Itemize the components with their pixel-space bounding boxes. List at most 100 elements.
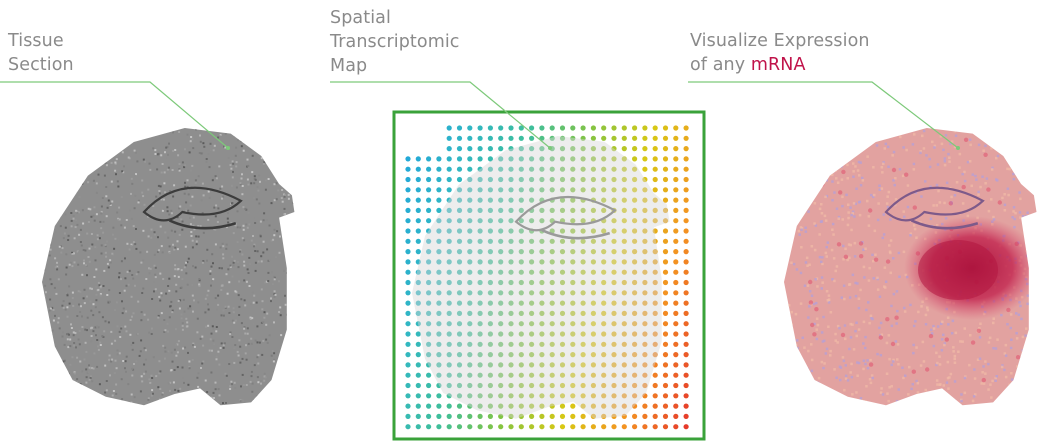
spot: [467, 424, 473, 430]
spot: [498, 197, 504, 203]
spot: [518, 382, 524, 389]
spot: [446, 403, 452, 409]
spot: [673, 424, 679, 430]
tissue-section-image: [42, 128, 295, 406]
spot: [632, 279, 638, 286]
spot: [415, 279, 421, 286]
spot: [477, 393, 483, 399]
spot: [539, 166, 545, 172]
spot: [652, 218, 658, 224]
spot: [467, 166, 473, 172]
spot: [683, 228, 689, 234]
spot: [487, 146, 493, 152]
spot: [529, 197, 535, 203]
spot: [529, 269, 535, 275]
spot: [456, 331, 463, 337]
spot: [632, 269, 638, 275]
spatial-label-line3: Map: [330, 56, 368, 76]
spot: [508, 197, 514, 203]
spot: [683, 300, 689, 306]
spot: [518, 424, 524, 430]
spot: [621, 207, 627, 213]
spot: [549, 321, 555, 327]
spot: [590, 135, 597, 141]
spot: [642, 352, 648, 358]
spot: [539, 269, 545, 275]
spot: [467, 207, 473, 213]
spot: [426, 300, 432, 306]
spot: [632, 321, 638, 327]
spot: [601, 269, 607, 275]
spot: [539, 156, 545, 162]
spot: [559, 238, 566, 244]
spot: [570, 321, 576, 327]
spot: [426, 218, 432, 224]
spot: [518, 249, 524, 255]
spot: [456, 156, 463, 162]
spot: [436, 310, 442, 316]
spot: [590, 228, 597, 234]
spot: [426, 372, 432, 378]
spot: [549, 362, 555, 368]
spot: [498, 341, 504, 347]
spot: [590, 310, 597, 316]
spot: [426, 249, 432, 255]
spot: [621, 321, 627, 327]
spatial-map-tissue-overlay: [412, 136, 670, 419]
spot: [652, 331, 658, 337]
spot: [405, 197, 411, 203]
spot: [529, 146, 535, 152]
spot: [456, 341, 463, 347]
spot: [415, 372, 421, 378]
spot: [415, 413, 421, 419]
spot: [673, 146, 679, 152]
spot: [456, 300, 463, 306]
spot: [673, 259, 679, 265]
spot: [508, 269, 514, 275]
spot: [632, 403, 638, 409]
spot: [518, 372, 524, 378]
spot: [601, 228, 607, 234]
spot-array: [405, 125, 689, 430]
spot: [683, 393, 689, 399]
spot: [673, 279, 679, 286]
spot: [508, 207, 514, 213]
spot: [518, 135, 524, 141]
spot: [601, 238, 607, 244]
spot: [529, 238, 535, 244]
spot: [405, 176, 411, 183]
spot: [436, 228, 442, 234]
spot: [642, 249, 648, 255]
spot: [426, 166, 432, 172]
spot: [415, 310, 421, 316]
spot: [559, 279, 566, 286]
spot: [683, 310, 689, 316]
spot: [549, 331, 555, 337]
spot: [601, 259, 607, 265]
spot: [642, 238, 648, 244]
spot: [683, 197, 689, 203]
spot: [683, 290, 689, 296]
spot: [683, 269, 689, 275]
spot: [539, 382, 545, 389]
spot: [570, 218, 576, 224]
spot: [652, 403, 658, 409]
spot: [498, 187, 504, 193]
spot: [580, 176, 586, 183]
spot: [601, 176, 607, 183]
spot: [539, 290, 545, 296]
spot: [611, 290, 617, 296]
dentate-gyrus-shape: [168, 219, 237, 230]
spot: [580, 352, 586, 358]
spot: [580, 290, 586, 296]
spot: [580, 310, 586, 316]
spot: [405, 218, 411, 224]
spot: [498, 259, 504, 265]
spot: [518, 300, 524, 306]
spot: [621, 352, 627, 358]
spot: [456, 135, 463, 141]
spot: [498, 321, 504, 327]
spot: [467, 249, 473, 255]
spot: [662, 249, 669, 255]
spot: [611, 331, 617, 337]
